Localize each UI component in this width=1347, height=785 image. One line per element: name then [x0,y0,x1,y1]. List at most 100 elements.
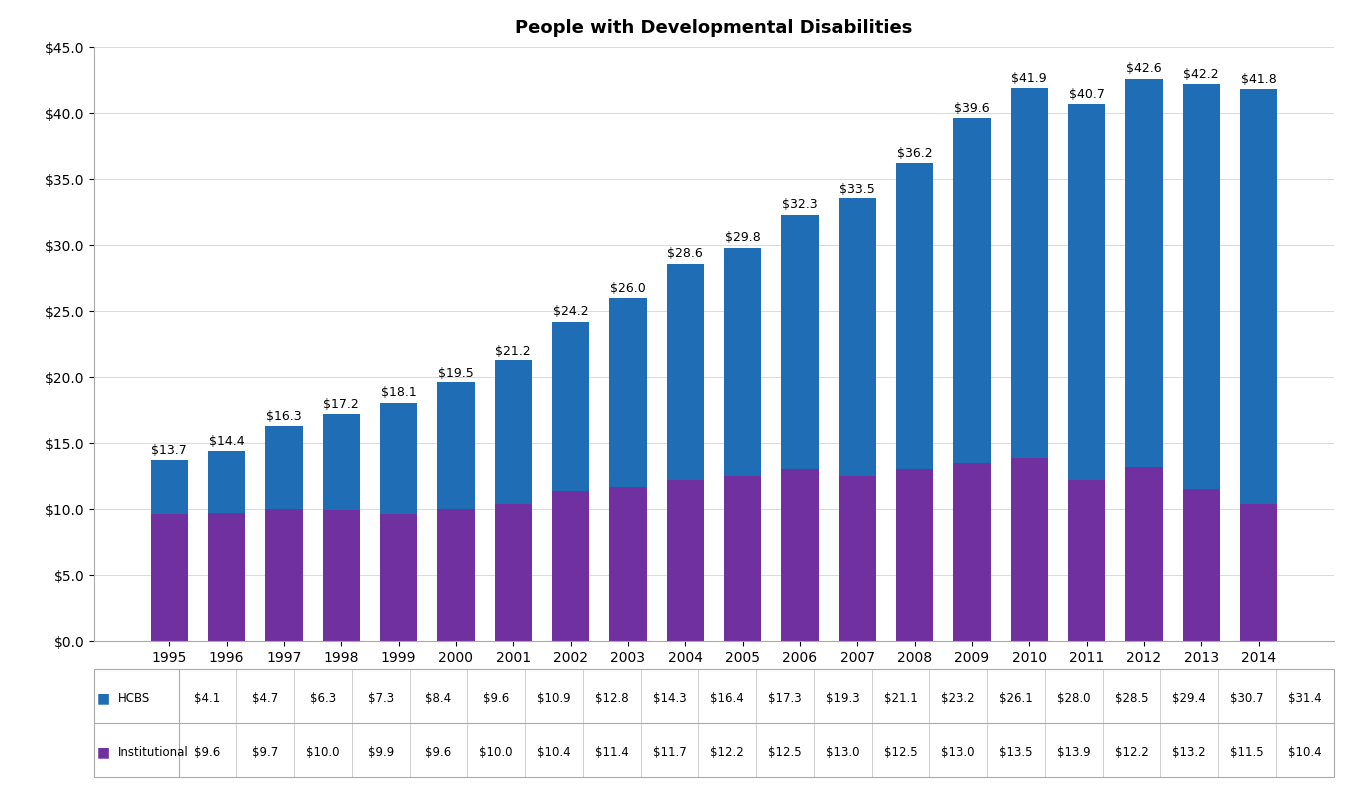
Text: $42.6: $42.6 [1126,63,1161,75]
Bar [954,119,990,463]
Text: $18.1: $18.1 [381,386,416,399]
Text: ■: ■ [97,692,110,705]
Text: $23.2: $23.2 [942,692,975,705]
Bar [1125,78,1162,467]
Text: $21.1: $21.1 [884,692,917,705]
Bar [1068,104,1105,480]
Text: $28.6: $28.6 [667,247,703,261]
Bar [839,198,876,476]
Text: $24.2: $24.2 [552,305,589,319]
Bar [380,403,418,514]
Text: $21.2: $21.2 [496,345,531,358]
Text: $4.1: $4.1 [194,692,221,705]
Bar [667,264,704,480]
Title: People with Developmental Disabilities: People with Developmental Disabilities [515,19,913,37]
Text: $16.3: $16.3 [267,410,302,422]
Bar [896,163,933,469]
Text: $13.0: $13.0 [826,746,859,759]
Bar [839,476,876,641]
Text: $9.6: $9.6 [484,692,509,705]
Text: ■: ■ [97,745,110,759]
Text: $11.7: $11.7 [652,746,686,759]
Bar [954,463,990,641]
Text: $9.7: $9.7 [252,746,279,759]
Bar [380,514,418,641]
Bar [265,426,303,509]
Text: $10.4: $10.4 [537,746,571,759]
Bar [667,480,704,641]
Text: $26.0: $26.0 [610,282,645,294]
Text: $16.4: $16.4 [710,692,744,705]
Text: $9.9: $9.9 [368,746,393,759]
Bar [1010,88,1048,458]
Text: $8.4: $8.4 [426,692,451,705]
Bar [1010,458,1048,641]
Text: $13.7: $13.7 [151,444,187,457]
Bar [438,382,474,509]
Bar [781,215,819,469]
Bar [723,476,761,641]
Bar [896,469,933,641]
Bar [323,510,360,641]
Text: $17.3: $17.3 [768,692,801,705]
Text: $10.9: $10.9 [537,692,571,705]
Text: $42.2: $42.2 [1184,68,1219,81]
Text: $12.5: $12.5 [768,746,801,759]
Text: $13.2: $13.2 [1172,746,1206,759]
Text: $12.5: $12.5 [884,746,917,759]
Text: $30.7: $30.7 [1230,692,1263,705]
Text: $39.6: $39.6 [954,102,990,115]
Text: $12.8: $12.8 [595,692,629,705]
Bar [1125,467,1162,641]
Text: $36.2: $36.2 [897,147,932,160]
Text: $19.3: $19.3 [826,692,859,705]
Bar [207,451,245,513]
Bar [265,509,303,641]
Bar [1068,480,1105,641]
Bar [1183,84,1220,489]
Text: $33.5: $33.5 [839,183,876,195]
Text: $41.9: $41.9 [1012,71,1047,85]
Bar [552,491,589,641]
Bar [609,298,647,487]
Text: $12.2: $12.2 [1114,746,1148,759]
Bar [609,487,647,641]
Text: $7.3: $7.3 [368,692,393,705]
Bar [723,248,761,476]
Bar [1241,89,1277,504]
Text: $12.2: $12.2 [710,746,744,759]
Text: $26.1: $26.1 [999,692,1033,705]
Text: $29.4: $29.4 [1172,692,1206,705]
Text: $4.7: $4.7 [252,692,279,705]
Text: $31.4: $31.4 [1288,692,1321,705]
Text: $11.5: $11.5 [1230,746,1263,759]
Text: $10.0: $10.0 [480,746,513,759]
Text: $10.0: $10.0 [306,746,339,759]
Text: $13.0: $13.0 [942,746,975,759]
Text: $14.4: $14.4 [209,435,244,447]
Text: $14.3: $14.3 [652,692,686,705]
Text: $9.6: $9.6 [426,746,451,759]
Bar [151,460,187,514]
Text: $32.3: $32.3 [783,199,818,211]
Text: $28.5: $28.5 [1115,692,1148,705]
Text: Institutional: Institutional [117,746,189,759]
Bar [151,514,187,641]
Bar [781,469,819,641]
Text: $10.4: $10.4 [1288,746,1321,759]
Bar [207,513,245,641]
Text: $6.3: $6.3 [310,692,335,705]
Text: $28.0: $28.0 [1057,692,1091,705]
Text: HCBS: HCBS [117,692,150,705]
Bar [494,360,532,504]
Text: $19.5: $19.5 [438,367,474,381]
Bar [323,414,360,510]
Text: $11.4: $11.4 [595,746,629,759]
Text: $13.9: $13.9 [1057,746,1091,759]
Bar [1183,489,1220,641]
Text: $29.8: $29.8 [725,232,761,244]
Text: $9.6: $9.6 [194,746,221,759]
Text: $13.5: $13.5 [999,746,1033,759]
Bar [552,322,589,491]
Text: $41.8: $41.8 [1241,73,1277,86]
